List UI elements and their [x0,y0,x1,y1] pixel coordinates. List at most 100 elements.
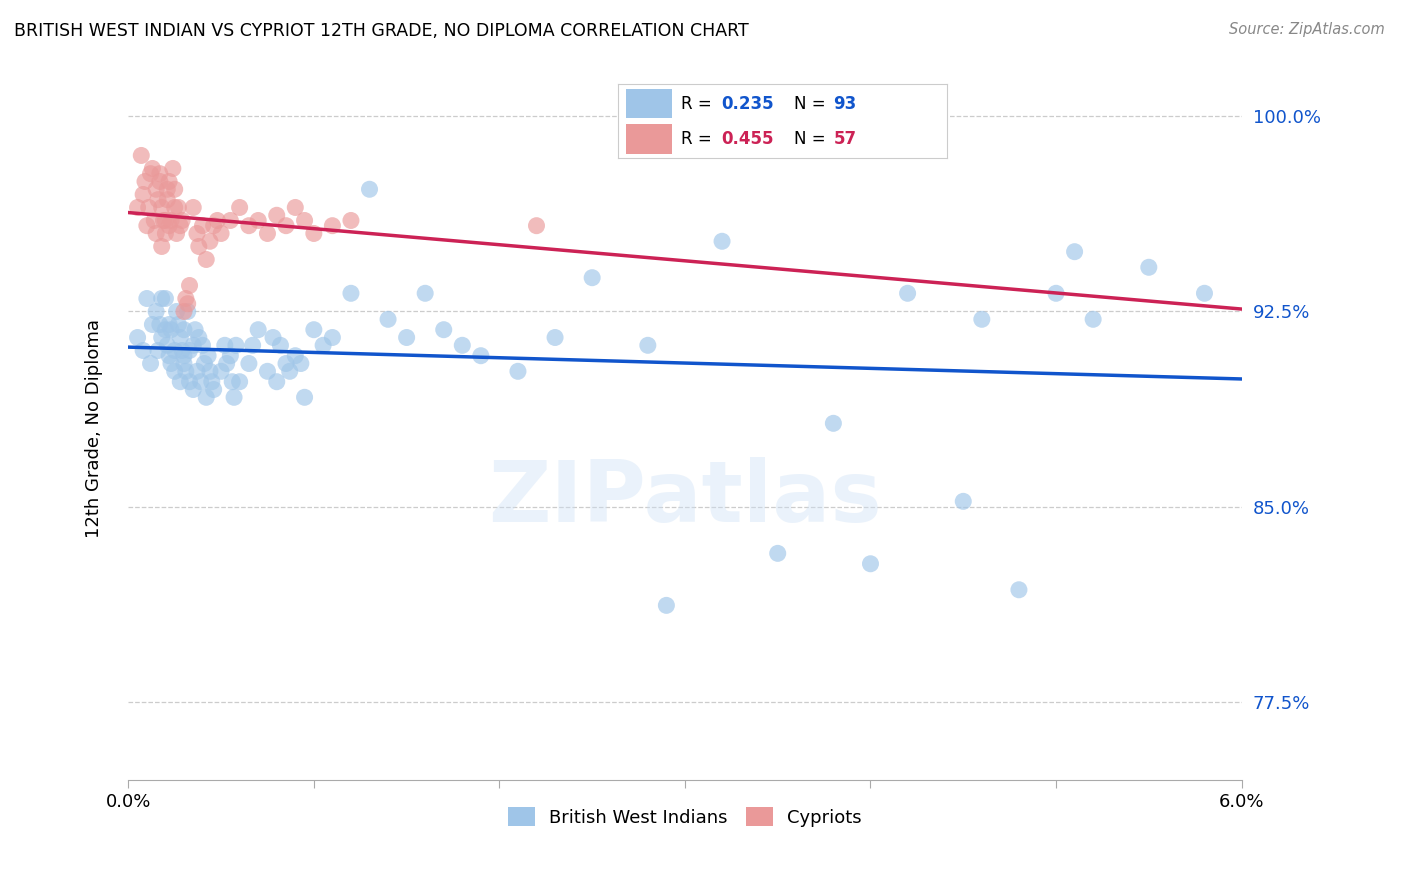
Point [169,375,191,389]
Point [302,227,325,241]
Point [160,357,183,371]
Point [278,364,301,378]
Point [157,349,180,363]
Point [214,338,236,352]
Point [222,390,245,404]
Point [274,357,297,371]
Point [139,357,162,371]
Point [209,227,232,241]
Point [198,234,221,248]
Point [149,318,172,332]
Point [190,375,212,389]
Point [155,227,177,241]
Point [145,182,167,196]
Text: ZIPatlas: ZIPatlas [488,458,882,541]
Point [262,330,284,344]
Point [146,343,169,358]
Point [952,494,974,508]
Point [266,375,288,389]
Point [1063,244,1085,259]
Point [191,219,214,233]
Point [247,323,270,337]
Point [146,193,169,207]
Point [340,213,363,227]
Point [395,330,418,344]
Point [198,364,221,378]
Point [167,201,190,215]
Point [506,364,529,378]
Point [1081,312,1104,326]
Point [173,304,195,318]
Point [179,375,201,389]
Legend: British West Indians, Cypriots: British West Indians, Cypriots [501,800,869,834]
Point [294,213,316,227]
Point [184,323,207,337]
Point [284,201,307,215]
Point [225,338,247,352]
Point [169,330,191,344]
Point [160,323,183,337]
Point [340,286,363,301]
Point [201,375,224,389]
Point [155,213,177,227]
Point [149,174,172,188]
Point [155,323,177,337]
Point [150,292,173,306]
Point [207,213,229,227]
Point [970,312,993,326]
Point [166,304,188,318]
Point [1137,260,1160,275]
Point [202,219,225,233]
Point [823,417,845,431]
Point [156,182,179,196]
Point [544,330,567,344]
Point [179,343,201,358]
Point [637,338,659,352]
Point [187,330,209,344]
Point [173,349,195,363]
Point [172,213,194,227]
Point [156,338,179,352]
Point [221,375,243,389]
Point [321,219,343,233]
Point [215,357,238,371]
Text: Source: ZipAtlas.com: Source: ZipAtlas.com [1229,22,1385,37]
Point [167,318,190,332]
Point [181,201,204,215]
Point [181,383,204,397]
Point [163,343,186,358]
Point [149,167,172,181]
Point [269,338,291,352]
Point [247,213,270,227]
Point [711,234,734,248]
Point [290,357,312,371]
Point [186,364,208,378]
Point [377,312,399,326]
Point [655,599,678,613]
Point [193,357,215,371]
Point [173,323,195,337]
Point [150,330,173,344]
Point [228,375,250,389]
Point [174,292,197,306]
Point [359,182,381,196]
Point [202,383,225,397]
Point [163,182,186,196]
Point [1045,286,1067,301]
Point [897,286,920,301]
Point [228,201,250,215]
Point [145,304,167,318]
Point [581,270,603,285]
Point [174,364,197,378]
Point [451,338,474,352]
Point [135,219,157,233]
Point [135,292,157,306]
Point [157,174,180,188]
Point [859,557,882,571]
Point [141,318,163,332]
Point [219,213,242,227]
Point [274,219,297,233]
Point [186,227,208,241]
Point [139,167,162,181]
Point [181,338,204,352]
